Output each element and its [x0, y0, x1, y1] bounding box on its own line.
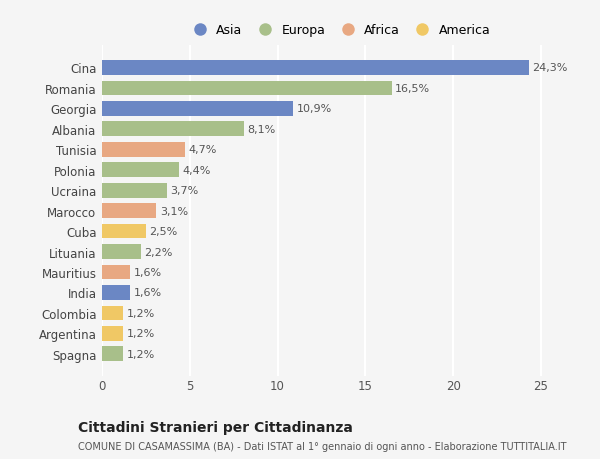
Legend: Asia, Europa, Africa, America: Asia, Europa, Africa, America	[182, 19, 496, 42]
Bar	[102, 285, 130, 300]
Bar	[102, 306, 123, 320]
Text: COMUNE DI CASAMASSIMA (BA) - Dati ISTAT al 1° gennaio di ogni anno - Elaborazion: COMUNE DI CASAMASSIMA (BA) - Dati ISTAT …	[78, 441, 566, 451]
Text: 4,4%: 4,4%	[183, 165, 211, 175]
Bar	[102, 61, 529, 76]
Bar	[102, 204, 157, 218]
Bar	[102, 184, 167, 198]
Text: 10,9%: 10,9%	[297, 104, 332, 114]
Text: 1,6%: 1,6%	[134, 268, 162, 277]
Text: 1,2%: 1,2%	[127, 349, 155, 359]
Text: Cittadini Stranieri per Cittadinanza: Cittadini Stranieri per Cittadinanza	[78, 420, 353, 434]
Text: 2,5%: 2,5%	[149, 227, 178, 236]
Bar	[102, 163, 179, 178]
Text: 1,6%: 1,6%	[134, 288, 162, 298]
Bar	[102, 326, 123, 341]
Bar	[102, 347, 123, 361]
Text: 2,2%: 2,2%	[144, 247, 173, 257]
Bar	[102, 265, 130, 280]
Text: 3,1%: 3,1%	[160, 206, 188, 216]
Text: 1,2%: 1,2%	[127, 308, 155, 318]
Bar	[102, 245, 140, 259]
Bar	[102, 143, 185, 157]
Text: 1,2%: 1,2%	[127, 329, 155, 339]
Text: 3,7%: 3,7%	[170, 186, 199, 196]
Bar	[102, 122, 244, 137]
Bar	[102, 81, 392, 96]
Text: 16,5%: 16,5%	[395, 84, 430, 94]
Text: 24,3%: 24,3%	[532, 63, 568, 73]
Text: 8,1%: 8,1%	[248, 124, 276, 134]
Bar	[102, 102, 293, 117]
Bar	[102, 224, 146, 239]
Text: 4,7%: 4,7%	[188, 145, 217, 155]
